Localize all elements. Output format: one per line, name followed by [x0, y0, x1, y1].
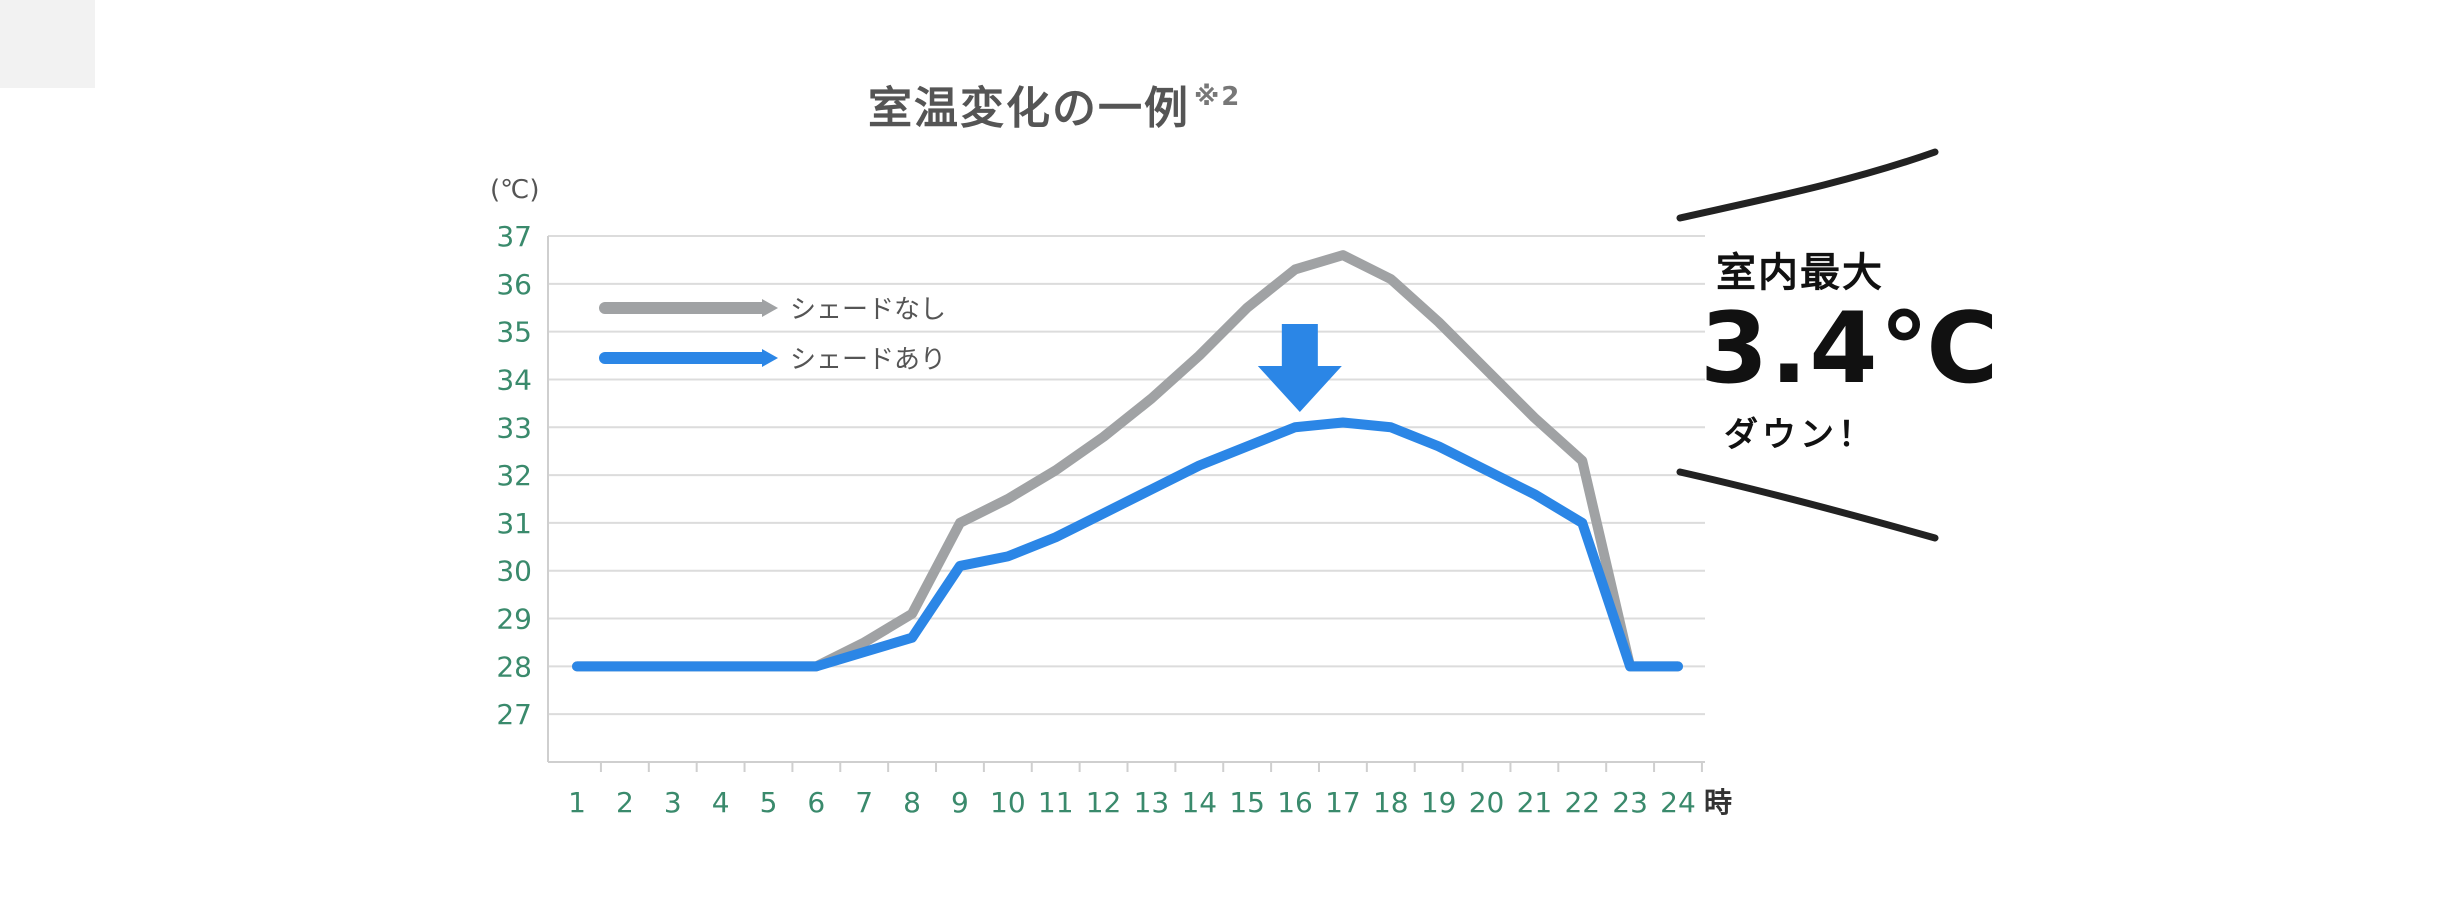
x-tick-label: 7: [855, 786, 873, 819]
legend-swatch-tip: [762, 349, 778, 367]
y-tick-label: 35: [496, 316, 532, 349]
x-tick-label: 8: [903, 786, 921, 819]
callout-line3: ダウン！: [1724, 414, 1876, 455]
x-tick-label: 22: [1564, 786, 1600, 819]
legend-swatch-tip: [762, 299, 778, 317]
x-tick-label: 15: [1229, 786, 1265, 819]
x-tick-label: 23: [1612, 786, 1648, 819]
callout-line1: 室内最大: [1716, 250, 1884, 296]
x-tick-label: 1: [568, 786, 586, 819]
x-tick-label: 14: [1181, 786, 1217, 819]
legend-label: シェードなし: [790, 295, 946, 325]
x-tick-label: 2: [616, 786, 634, 819]
x-tick-label: 21: [1517, 786, 1553, 819]
callout: 室内最大 3.4℃ ダウン！: [1700, 240, 2001, 456]
y-tick-label: 36: [496, 268, 532, 301]
legend-label: シェードあり: [790, 345, 946, 375]
y-tick-label: 27: [496, 698, 532, 731]
x-tick-label: 9: [951, 786, 969, 819]
x-tick-label: 11: [1038, 786, 1074, 819]
x-tick-label: 6: [807, 786, 825, 819]
x-tick-label: 5: [760, 786, 778, 819]
x-axis-suffix-label: 時: [1704, 786, 1732, 819]
x-tick-label: 20: [1469, 786, 1505, 819]
axes: [547, 236, 1705, 772]
x-tick-label: 12: [1086, 786, 1122, 819]
chart-title-text: 室温変化の一例: [868, 83, 1190, 134]
x-tick-label: 19: [1421, 786, 1457, 819]
callout-stroke-bottom: [1676, 468, 1939, 542]
x-tick-label: 17: [1325, 786, 1361, 819]
y-tick-label: 34: [496, 363, 532, 396]
callout-decoration: [1676, 148, 1939, 542]
down-arrow-icon: [1257, 324, 1342, 412]
y-tick-label: 28: [496, 650, 532, 683]
series-line-with-shade: [572, 417, 1683, 672]
down-arrow-shape: [1257, 324, 1342, 412]
chart-title: 室温変化の一例 ※2: [868, 72, 1241, 136]
series-lines: [572, 250, 1683, 672]
x-tick-label: 13: [1134, 786, 1170, 819]
y-tick-label: 30: [496, 555, 532, 588]
y-tick-label: 37: [496, 220, 532, 253]
y-tick-label: 31: [496, 507, 532, 540]
callout-value: 3.4℃: [1700, 292, 2001, 406]
x-tick-label: 24: [1660, 786, 1696, 819]
y-axis-unit-label: (℃): [490, 175, 540, 205]
corner-patch: [0, 0, 95, 88]
x-tick-label: 10: [990, 786, 1026, 819]
x-tick-label: 4: [712, 786, 730, 819]
y-tick-label: 32: [496, 459, 532, 492]
y-tick-label: 29: [496, 603, 532, 636]
y-tick-label: 33: [496, 411, 532, 444]
chart-title-note: ※2: [1194, 82, 1242, 112]
callout-stroke-top: [1676, 148, 1939, 222]
x-tick-label: 16: [1277, 786, 1313, 819]
x-tick-label: 18: [1373, 786, 1409, 819]
series-line-no-shade: [572, 250, 1683, 672]
x-tick-label: 3: [664, 786, 682, 819]
